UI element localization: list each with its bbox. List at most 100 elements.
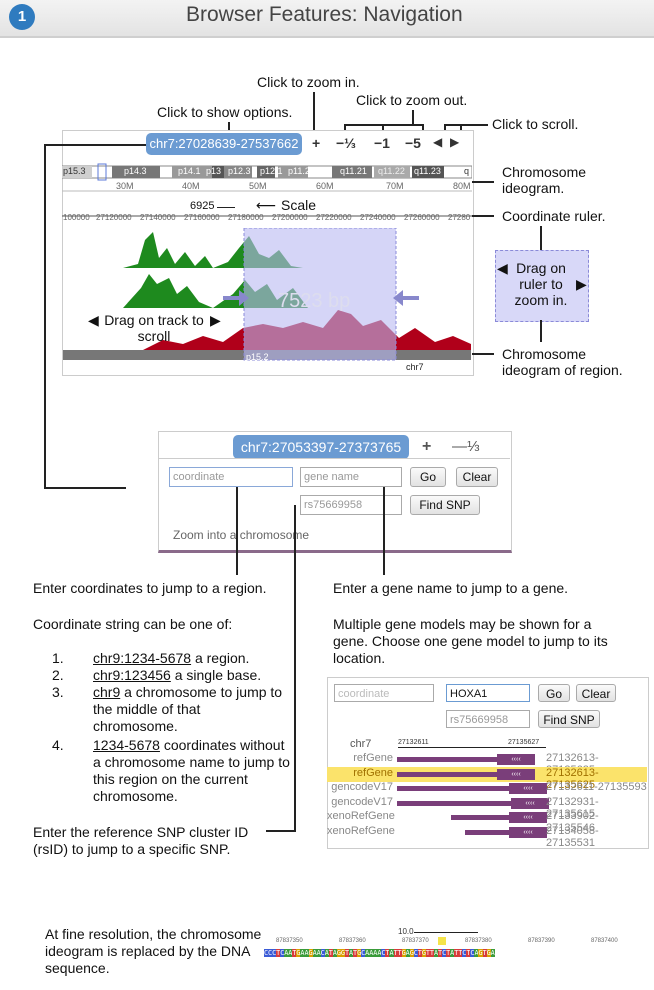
dna-base: C	[272, 949, 277, 957]
gene-model-row[interactable]: refGene‹‹‹‹27132613-27135625	[327, 752, 647, 776]
dna-base: A	[316, 949, 321, 957]
dna-base: A	[312, 949, 317, 957]
gene-heading: Enter a gene name to jump to a gene.	[333, 580, 569, 596]
dna-base: T	[458, 949, 463, 957]
find-snp-button[interactable]: Find SNP	[410, 495, 480, 515]
dna-base: T	[328, 949, 333, 957]
scroll-tick1	[444, 124, 446, 134]
gene-panel-find-snp[interactable]: Find SNP	[538, 710, 600, 728]
chrom-region-callout: Chromosome ideogram of region.	[502, 346, 623, 378]
gene-model-row[interactable]: gencodeV17 ‹‹‹‹ 27132931-27135615	[327, 796, 647, 820]
zoom-out-bar	[344, 124, 424, 126]
gene-model-name: xenoRefGene	[327, 810, 395, 822]
gene-model-exon: ‹‹‹‹	[509, 826, 547, 838]
coord-ruler-callout: Coordinate ruler.	[502, 208, 606, 224]
gene-name-input[interactable]: gene name	[300, 467, 402, 487]
gene-model-row[interactable]: xenoRefGene ‹‹‹‹ 27134058-27135531	[327, 825, 647, 849]
seq-coord-tick: 87837380	[465, 938, 492, 944]
zoom-out-tick3	[422, 124, 424, 134]
gene-panel-go[interactable]: Go	[538, 684, 570, 702]
coordinate-input[interactable]: coordinate	[169, 467, 293, 487]
seq-coord-tick: 87837360	[339, 938, 366, 944]
gene-model-row[interactable]: gencodeV17 ‹‹‹‹ 27132611-27135593	[327, 781, 647, 796]
dna-base: A	[389, 949, 394, 957]
scroll-left-button[interactable]: ◀	[433, 135, 443, 149]
options-connector-end	[44, 487, 126, 489]
scale-value: 6925	[190, 200, 215, 212]
band-p14-3: p14.3	[124, 166, 147, 176]
zoom-out-third-button[interactable]: −⅓	[336, 135, 356, 151]
dna-base: T	[292, 949, 297, 957]
go-button[interactable]: Go	[410, 467, 446, 487]
dna-base: C	[320, 949, 325, 957]
gene-panel-coordinate[interactable]: coordinate	[334, 684, 434, 702]
mb-tick-70: 70M	[386, 181, 404, 191]
gene-model-bar	[397, 800, 549, 806]
position-pill[interactable]: chr7:27028639-27537662	[146, 133, 302, 155]
search-zoom-out[interactable]: —⅓	[452, 438, 480, 455]
dna-base: G	[340, 949, 345, 957]
gene-model-exon: ‹‹‹‹	[511, 797, 549, 809]
band-p12-1: p12.1	[260, 166, 283, 176]
scroll-bar	[444, 124, 488, 126]
selection-size: 7523 bp	[278, 290, 351, 312]
ideogram-and-ruler[interactable]	[62, 163, 472, 227]
item-3-text: a chromosome to jump to the middle of th…	[93, 684, 283, 734]
gene-connector	[383, 487, 385, 575]
dna-base: T	[385, 949, 390, 957]
gene-model-coords: 27132931-27135615	[546, 795, 599, 820]
options-connector-v	[44, 144, 46, 488]
dna-base: T	[353, 949, 358, 957]
ruler-tick-0: 100000	[63, 213, 90, 222]
band-q: q	[464, 166, 470, 176]
item-4-text: coordinates without a chromosome name to…	[93, 737, 290, 804]
dna-base: A	[365, 949, 370, 957]
gene-panel-start: 27132611	[398, 739, 429, 746]
dna-base: T	[276, 949, 281, 957]
scale-arrow: ⟵	[256, 197, 277, 213]
zoom-in-callout: Click to zoom in.	[257, 74, 360, 90]
coord-connector	[236, 487, 238, 575]
ruler-tick-8: 27260000	[404, 213, 440, 222]
zoom-out-callout: Click to zoom out.	[356, 92, 468, 108]
gene-panel-clear[interactable]: Clear	[576, 684, 616, 702]
zoom-out-5-button[interactable]: −5	[405, 135, 421, 151]
dna-base: C	[361, 949, 366, 957]
scale-callout: Scale	[281, 197, 317, 213]
item-4: 1234-5678 coordinates without a chromoso…	[93, 737, 293, 805]
dna-base: G	[421, 949, 426, 957]
chrom-zoom-link[interactable]: Zoom into a chromosome	[173, 528, 310, 542]
search-zoom-in[interactable]: +	[422, 438, 432, 455]
drag-track-right-arrow: ▶	[210, 312, 221, 328]
gene-panel-snp[interactable]: rs75669958	[446, 710, 530, 728]
scroll-right-button[interactable]: ▶	[450, 135, 460, 149]
gene-model-bar	[451, 815, 547, 820]
gene-model-row[interactable]: xenoRefGene ‹‹‹‹ 27133902-27135546	[327, 810, 647, 834]
zoom-out-1-button[interactable]: −1	[374, 135, 390, 151]
clear-button[interactable]: Clear	[456, 467, 498, 487]
gene-panel-gene-input[interactable]: HOXA1	[446, 684, 530, 702]
signal-tracks[interactable]	[63, 228, 471, 364]
snp-input[interactable]: rs75669958	[300, 495, 402, 515]
dna-sequence: CCCTCAATGAAGAACATAGGTATGCAAAACTATTGAGCTG…	[264, 948, 648, 958]
chrom-ideogram-callout: Chromosome ideogram.	[502, 164, 587, 196]
item-3-code: chr9	[93, 684, 121, 700]
dna-base: A	[288, 949, 293, 957]
ruler-tick-2: 27140000	[140, 213, 176, 222]
item-1-text: a region.	[191, 650, 250, 666]
dna-base: T	[397, 949, 402, 957]
zoom-out-tick1	[344, 124, 346, 134]
band-q11-21: q11.21	[340, 166, 367, 176]
band-p11-2: p11.2	[288, 166, 310, 176]
seq-coord-tick: 87837370	[402, 938, 429, 944]
search-position-pill[interactable]: chr7:27053397-27373765	[233, 435, 409, 459]
gene-model-row[interactable]: refGene‹‹‹‹27132613-27135625	[327, 766, 647, 791]
drag-ruler-callout: Drag on ruler to zoom in.	[514, 260, 568, 308]
zoom-in-button[interactable]: +	[312, 135, 321, 151]
ruler-tick-9: 27280	[448, 213, 471, 222]
options-connector-h	[44, 144, 146, 146]
gene-model-name: refGene	[353, 752, 393, 764]
dna-base: C	[381, 949, 386, 957]
search-divider	[158, 458, 510, 459]
dna-base: T	[446, 949, 451, 957]
